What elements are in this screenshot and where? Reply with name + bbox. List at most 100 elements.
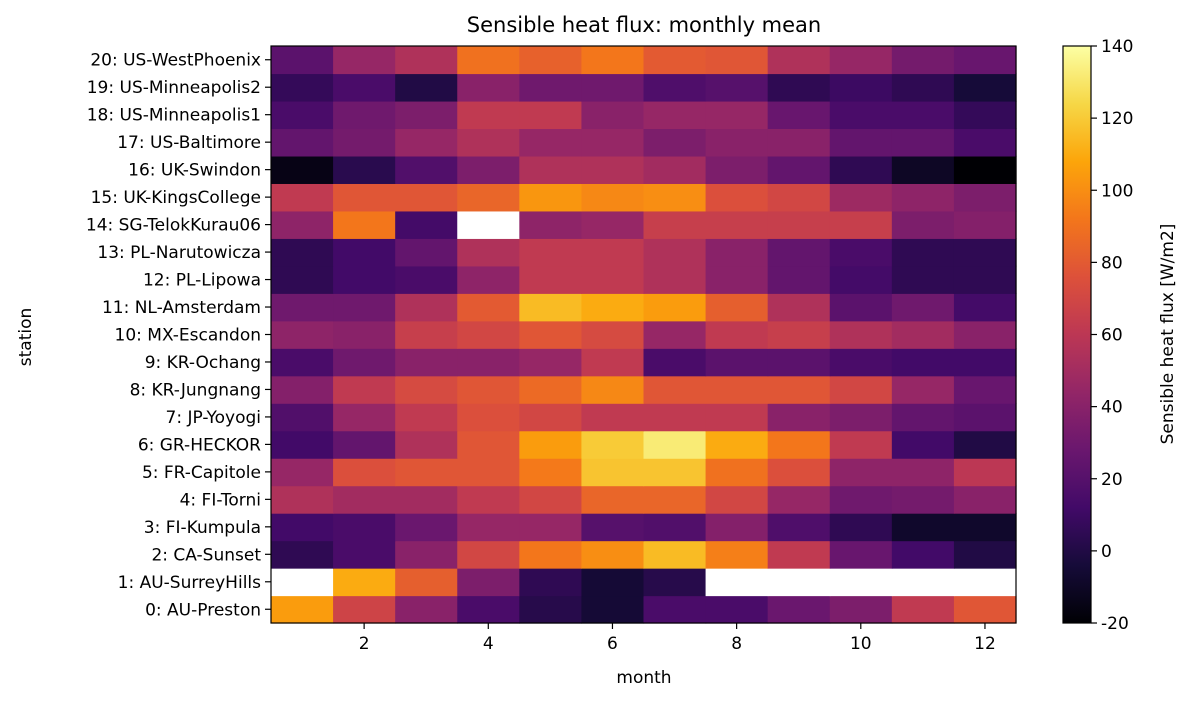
x-tick-label: 2: [359, 634, 370, 654]
heatmap-cell: [767, 403, 831, 432]
heatmap-cell: [271, 100, 334, 130]
heatmap-cell: [767, 128, 831, 157]
heatmap-cell: [643, 375, 707, 404]
heatmap-cell: [829, 403, 893, 432]
heatmap-cell: [643, 513, 707, 542]
y-tick-label: 19: US-Minneapolis2: [87, 78, 261, 98]
heatmap-cell: [519, 513, 583, 542]
heatmap-cell: [705, 128, 769, 157]
heatmap-cell: [271, 210, 334, 239]
x-tick-label: 8: [731, 634, 742, 654]
heatmap-cell: [581, 73, 645, 102]
heatmap-cell: [519, 540, 583, 569]
heatmap-cell: [457, 540, 520, 569]
heatmap-cell: [643, 568, 707, 597]
heatmap-cell: [705, 238, 769, 267]
heatmap-cell: [829, 265, 893, 294]
heatmap-cell: [953, 485, 1017, 514]
heatmap-cell: [581, 293, 645, 322]
heatmap-cell: [643, 155, 707, 184]
heatmap-cell: [333, 513, 396, 542]
colorbar-tick-label: 140: [1101, 37, 1133, 57]
heatmap-cell: [767, 375, 831, 404]
heatmap-cell: [271, 595, 334, 624]
colorbar-tick-label: 40: [1101, 398, 1123, 418]
heatmap-cell: [395, 458, 458, 487]
heatmap-cell: [643, 293, 707, 322]
heatmap-cell: [767, 100, 831, 130]
heatmap-cell: [767, 293, 831, 322]
heatmap-cell: [953, 100, 1017, 130]
colorbar: -20 0 20 40 60 80 100 120 140 Sensible heat flux…: [1062, 37, 1178, 634]
colorbar-tick-label: 0: [1101, 542, 1112, 562]
heatmap-cell: [457, 348, 520, 377]
heatmap-cell: [271, 485, 334, 514]
x-tick-label: 4: [483, 634, 494, 654]
heatmap-cell: [271, 183, 334, 212]
heatmap-cell: [643, 458, 707, 487]
heatmap-cell: [891, 403, 955, 432]
heatmap-cell: [705, 403, 769, 432]
heatmap-cell: [953, 73, 1017, 102]
heatmap-cell: [705, 513, 769, 542]
heatmap-cell: [829, 348, 893, 377]
heatmap-cell: [953, 540, 1017, 569]
heatmap-cell: [953, 403, 1017, 432]
heatmap-cell: [333, 238, 396, 267]
y-tick-label: 17: US-Baltimore: [117, 133, 261, 153]
heatmap-cell: [519, 320, 583, 349]
heatmap-cell: [395, 46, 458, 75]
heatmap-cell: [519, 458, 583, 487]
heatmap-cell: [767, 568, 831, 597]
heatmap-cell: [395, 485, 458, 514]
heatmap-cell: [953, 210, 1017, 239]
heatmap-cell: [581, 100, 645, 130]
heatmap-cell: [395, 293, 458, 322]
heatmap-cell: [395, 128, 458, 157]
heatmap-cell: [705, 155, 769, 184]
heatmap-cell: [519, 595, 583, 624]
heatmap-cell: [519, 183, 583, 212]
y-tick-label: 0: AU-Preston: [145, 600, 261, 620]
heatmap-cell: [519, 73, 583, 102]
heatmap-cell: [705, 348, 769, 377]
heatmap-cell: [333, 100, 396, 130]
heatmap-cell: [395, 540, 458, 569]
heatmap-cell: [953, 183, 1017, 212]
heatmap-cell: [643, 238, 707, 267]
heatmap-cell: [519, 46, 583, 75]
heatmap-cell: [891, 375, 955, 404]
heatmap-cell: [891, 183, 955, 212]
heatmap-cell: [457, 210, 520, 239]
heatmap-cell: [395, 73, 458, 102]
heatmap-cell: [271, 348, 334, 377]
heatmap-cell: [891, 73, 955, 102]
y-tick-label: 18: US-Minneapolis1: [87, 106, 261, 126]
heatmap-cell: [581, 183, 645, 212]
heatmap-cell: [395, 155, 458, 184]
heatmap-cell: [333, 375, 396, 404]
heatmap-cell: [457, 403, 520, 432]
heatmap-cell: [457, 293, 520, 322]
heatmap-cell: [333, 403, 396, 432]
heatmap-cell: [643, 348, 707, 377]
heatmap-cell: [457, 375, 520, 404]
heatmap-cell: [891, 458, 955, 487]
heatmap-cell: [395, 320, 458, 349]
y-tick-label: 1: AU-SurreyHills: [118, 573, 261, 593]
heatmap-cell: [581, 155, 645, 184]
heatmap-cell: [767, 73, 831, 102]
heatmap-cell: [271, 128, 334, 157]
heatmap-cell: [271, 73, 334, 102]
heatmap-cell: [271, 238, 334, 267]
heatmap-cell: [767, 595, 831, 624]
heatmap-cell: [705, 485, 769, 514]
heatmap-cell: [891, 595, 955, 624]
heatmap-cell: [953, 458, 1017, 487]
heatmap-cell: [953, 348, 1017, 377]
heatmap-cell: [705, 375, 769, 404]
heatmap-cell: [271, 265, 334, 294]
heatmap-cell: [581, 430, 645, 459]
heatmap-cell: [519, 293, 583, 322]
